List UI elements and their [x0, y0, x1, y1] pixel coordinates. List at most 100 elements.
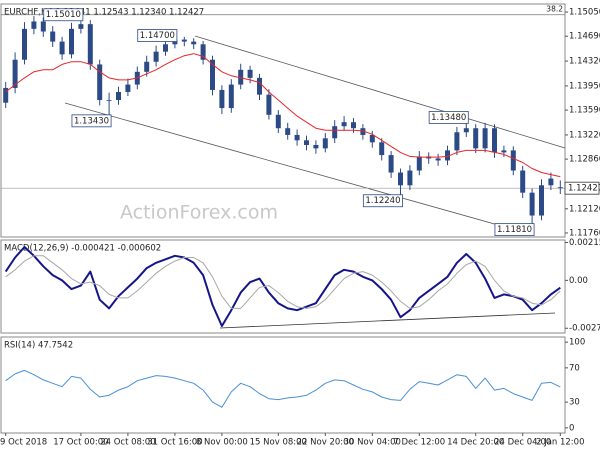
y-tick-label: 0.00	[569, 276, 588, 286]
candle-body	[341, 122, 347, 127]
candle-body	[463, 128, 469, 133]
rsi-line	[5, 369, 561, 408]
annotation-label: 1.12240	[365, 196, 400, 206]
x-tick-label: 14 Dec 20:00	[447, 438, 504, 448]
annotation-box	[428, 111, 469, 124]
y-tick-label: -0.002729	[569, 324, 600, 334]
panel-title: EURCHF,H4 1.12441 1.12543 1.12340 1.1242…	[4, 8, 204, 18]
x-tick-label: 24 Oct 08:00	[100, 438, 155, 448]
candle-body	[285, 128, 291, 135]
x-tick-label: 24 Dec 04:00	[494, 438, 551, 448]
candle-body	[97, 64, 103, 101]
candle-body	[12, 59, 18, 88]
candle-body	[181, 39, 187, 42]
candle-body	[257, 77, 262, 95]
candle-body	[369, 134, 375, 143]
annotation-box	[43, 8, 84, 22]
candle-body	[445, 150, 450, 161]
candle-body	[304, 140, 309, 146]
candle-body	[3, 87, 9, 103]
macd-line	[5, 255, 561, 309]
last-price-box	[564, 181, 600, 195]
x-tick-label: 7 Dec 12:00	[393, 438, 445, 448]
candle-body	[492, 128, 497, 153]
candle-body	[332, 126, 338, 139]
candle-body	[473, 128, 479, 149]
price-panel	[0, 3, 566, 238]
macd-line	[4, 246, 561, 327]
candle-body	[144, 61, 150, 72]
x-tick-label: 30 Nov 04:00	[344, 438, 401, 448]
y-tick-label: 1.14690	[569, 32, 600, 42]
candle-body	[435, 158, 441, 161]
candle-body	[125, 84, 131, 92]
macd-panel	[0, 239, 566, 334]
candle-body	[360, 128, 366, 135]
candle-body	[247, 69, 253, 78]
candle-body	[116, 91, 121, 101]
annotation-box	[494, 223, 535, 237]
candle-body	[482, 128, 488, 149]
y-tick-label: 1.12120	[569, 204, 600, 214]
candle-body	[219, 89, 225, 109]
y-tick-label: 1.13950	[569, 81, 600, 91]
annotation-box	[137, 29, 178, 42]
channel-upper	[194, 35, 566, 149]
candle-body	[59, 41, 65, 55]
candle-body	[322, 138, 328, 149]
candle-body	[200, 44, 206, 60]
panel-title: MACD(12,26,9) -0.000421 -0.000602	[4, 244, 161, 254]
y-tick-label: 1.15050	[569, 8, 600, 18]
watermark: ActionForex.com	[120, 202, 278, 224]
candle-body	[163, 44, 168, 52]
candle-body	[31, 21, 37, 29]
y-tick-label: 1.12860	[569, 155, 600, 165]
candle-body	[266, 94, 272, 115]
candle-body	[539, 185, 544, 216]
y-tick-label: 30	[569, 398, 580, 408]
candle-body	[313, 145, 319, 149]
candle-body	[210, 59, 215, 90]
x-tick-label: 17 Oct 00:00	[53, 438, 108, 448]
x-tick-label: 15 Nov 08:00	[250, 438, 307, 448]
y-tick-label: 1.13220	[569, 130, 600, 140]
y-tick-label: 100	[569, 338, 585, 348]
candle-body	[78, 24, 84, 29]
annotation-box	[362, 194, 403, 208]
candle-body	[407, 170, 413, 186]
candle-body	[520, 170, 526, 193]
fib-label: 38.2	[546, 5, 563, 14]
x-tick-label: 22 Nov 20:00	[297, 438, 354, 448]
moving-average	[5, 53, 561, 178]
rsi-panel	[0, 336, 566, 434]
candle-body	[50, 31, 56, 42]
y-tick-label: 70	[569, 363, 580, 373]
candle-body	[69, 28, 74, 55]
candle-body	[557, 187, 563, 189]
y-tick-label: 1.14320	[569, 57, 600, 67]
candle-body	[228, 84, 234, 109]
y-tick-label: 0	[569, 423, 574, 433]
candle-body	[191, 41, 197, 45]
candle-body	[416, 156, 422, 171]
candle-body	[87, 24, 93, 65]
macd-trendline	[219, 312, 556, 329]
panel-title: RSI(14) 47.7542	[4, 341, 73, 351]
candle-body	[398, 172, 403, 186]
candle-body	[294, 134, 300, 141]
candle-body	[238, 69, 244, 85]
candle-body	[454, 132, 460, 151]
annotation-label: 1.11810	[497, 225, 532, 235]
x-tick-label: 2 Jan 12:00	[536, 438, 584, 448]
annotation-label: 1.14700	[140, 31, 175, 41]
x-tick-label: 31 Oct 16:00	[147, 438, 202, 448]
annotation-label: 1.15010	[46, 10, 81, 20]
annotation-label: 1.13430	[74, 116, 109, 126]
candle-body	[22, 28, 27, 60]
x-tick-label: 9 Oct 2018	[0, 438, 47, 448]
y-tick-label: 1.13590	[569, 106, 600, 116]
candle-body	[106, 100, 112, 101]
x-tick-label: 8 Nov 00:00	[196, 438, 248, 448]
candle-body	[275, 114, 281, 129]
